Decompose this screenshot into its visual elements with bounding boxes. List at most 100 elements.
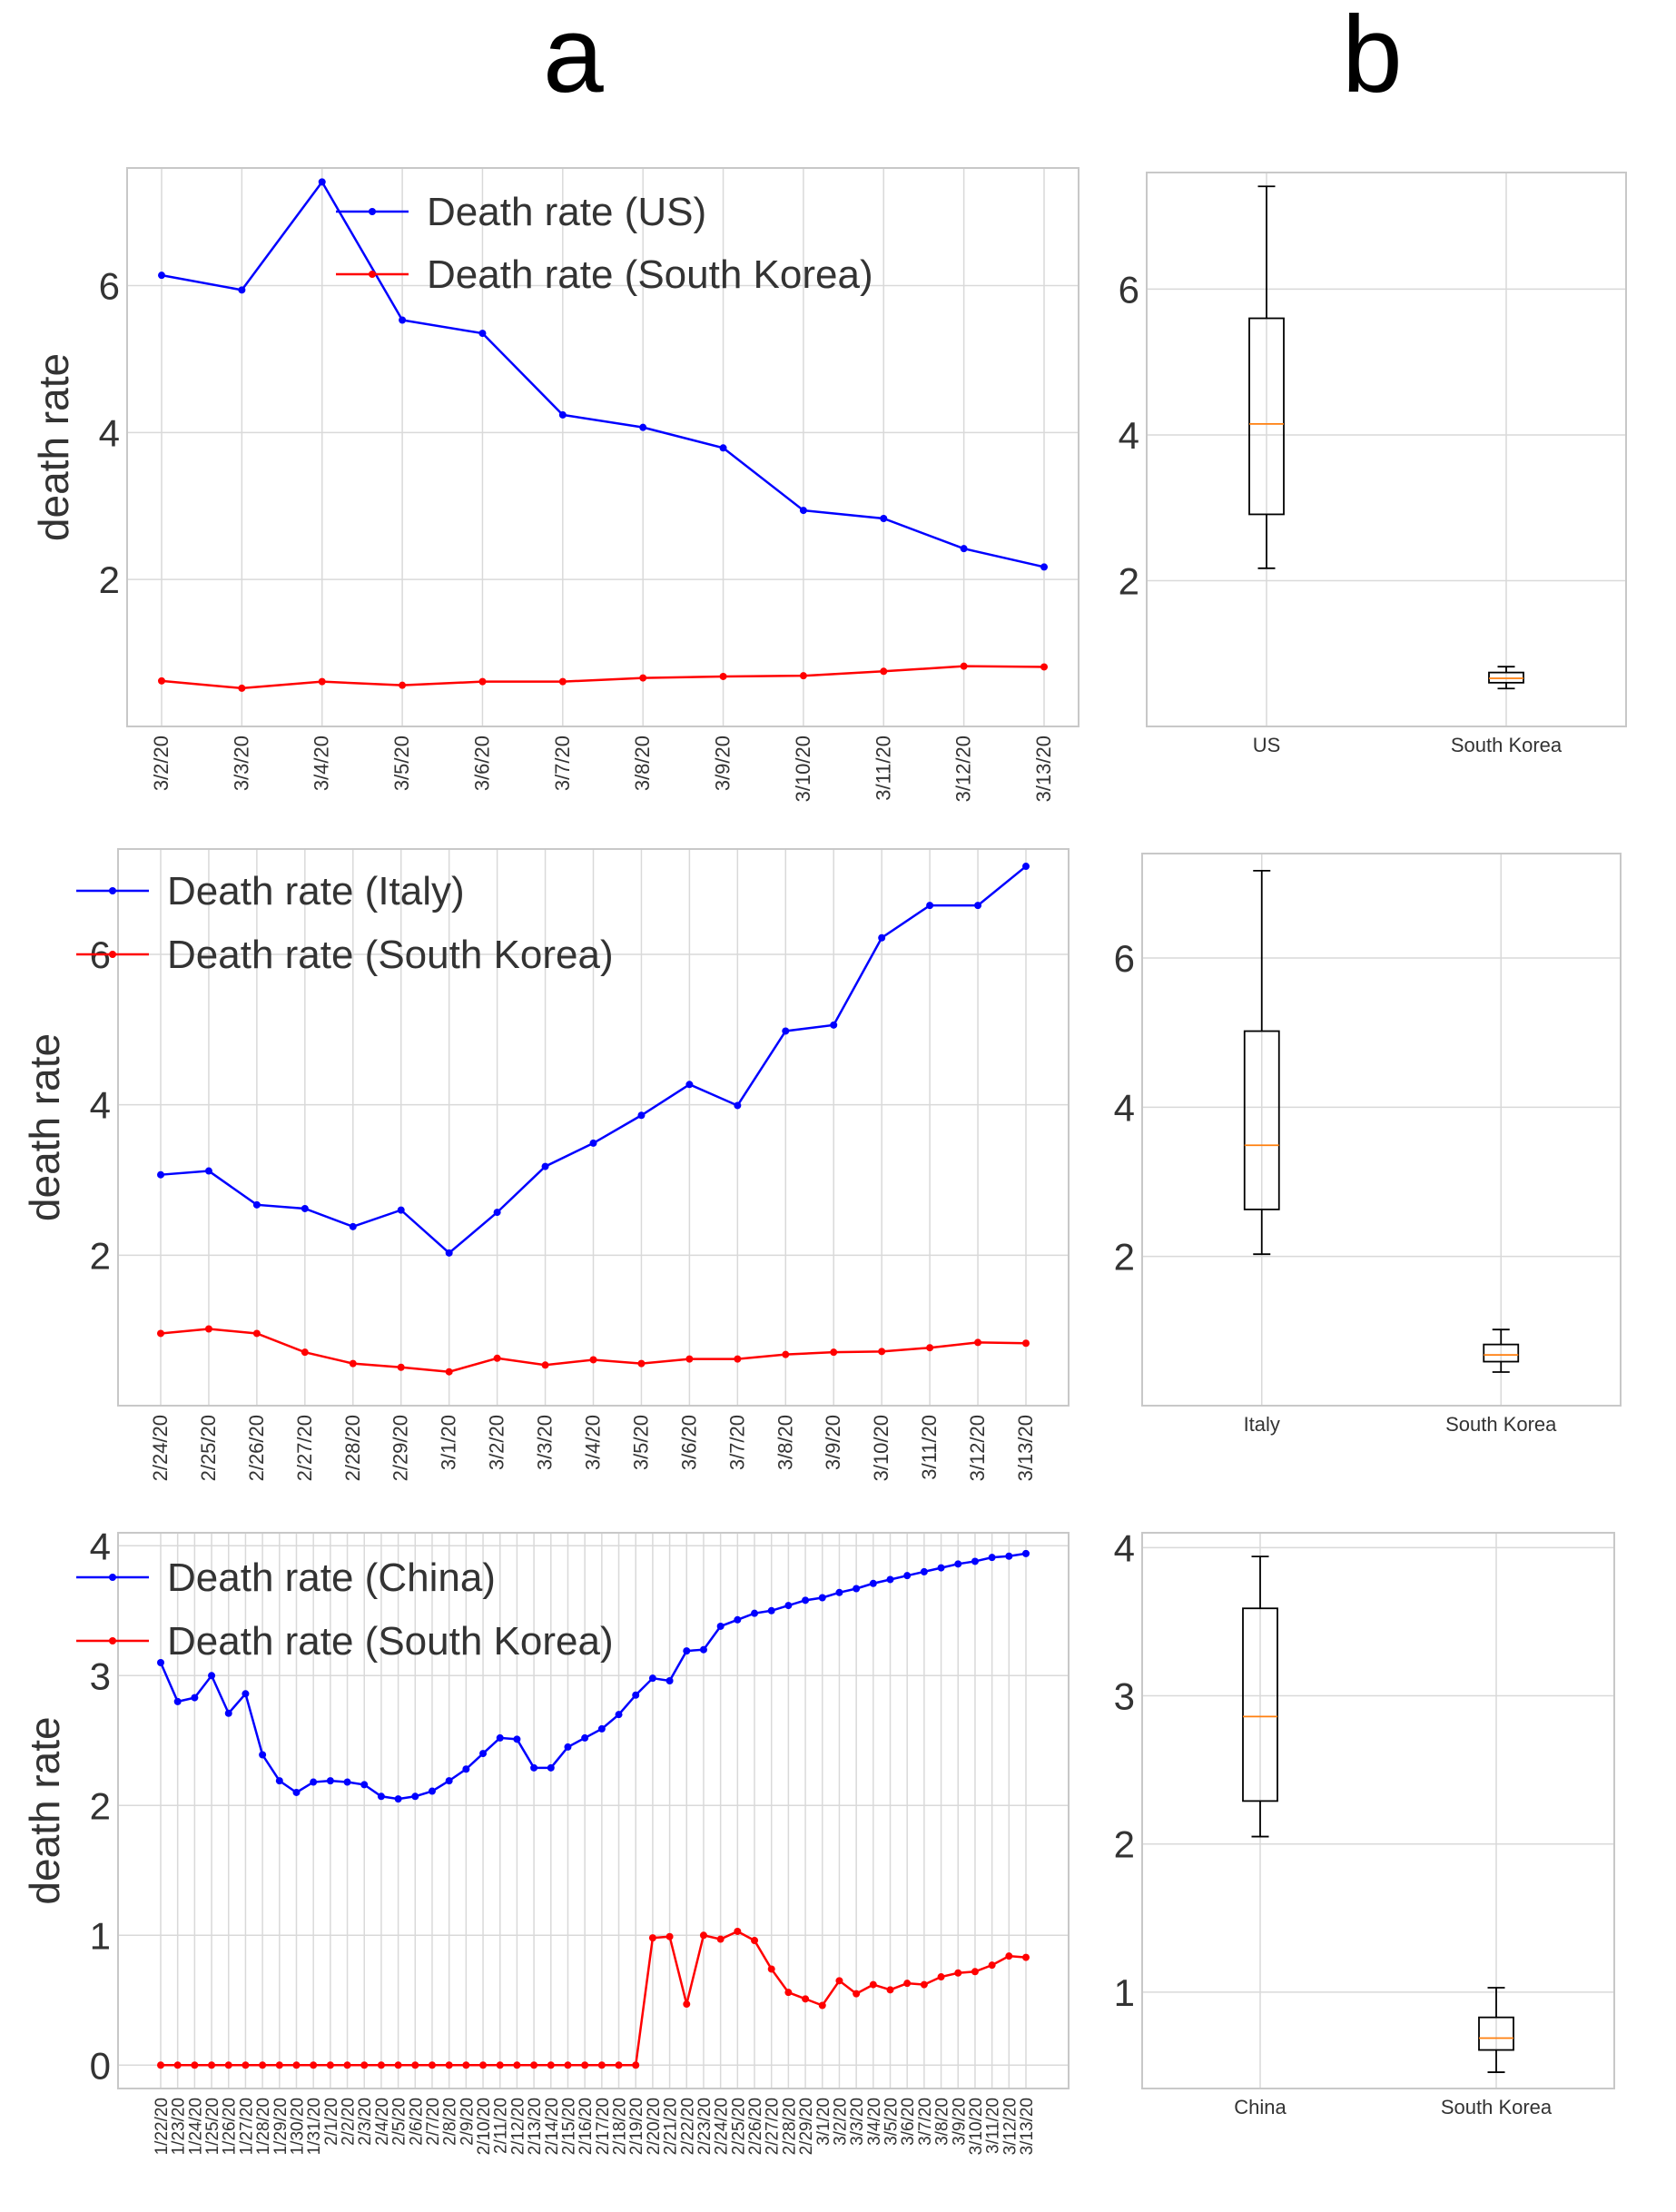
data-point bbox=[513, 1735, 521, 1743]
x-tick-label: South Korea bbox=[1445, 1413, 1557, 1436]
data-point bbox=[252, 1200, 261, 1209]
data-point bbox=[581, 2061, 589, 2069]
data-point bbox=[1005, 1552, 1013, 1560]
data-point bbox=[173, 2061, 182, 2069]
y-tick-label: 3 bbox=[90, 1654, 111, 1697]
data-point bbox=[343, 2061, 351, 2069]
data-point bbox=[394, 1795, 402, 1803]
data-point bbox=[530, 2061, 538, 2069]
chart-a1: 2 4 6 death rate 3/2/20 3/3/20 3/4/20 3/5/20 3/6… bbox=[30, 167, 1080, 802]
data-point bbox=[224, 1709, 232, 1717]
series-line bbox=[161, 1930, 1027, 2067]
x-tick-label: 2/10/20 bbox=[475, 2098, 494, 2155]
x-tick-label: 2/5/20 bbox=[390, 2098, 409, 2146]
data-point bbox=[292, 2061, 301, 2069]
data-point bbox=[394, 2061, 402, 2069]
x-tick-label: 2/27/20 bbox=[764, 2098, 783, 2155]
y-tick-label: 6 bbox=[1114, 937, 1135, 980]
x-tick-label: 2/6/20 bbox=[407, 2098, 426, 2146]
data-point bbox=[802, 1995, 810, 2003]
data-point bbox=[1040, 563, 1048, 571]
data-point bbox=[767, 1965, 775, 1973]
data-point bbox=[974, 902, 982, 910]
data-point bbox=[880, 514, 888, 522]
data-point bbox=[301, 1348, 309, 1357]
x-tick-label: 2/25/20 bbox=[197, 1415, 220, 1481]
data-point bbox=[869, 1579, 877, 1587]
x-tick-label: 3/12/20 bbox=[966, 1415, 989, 1481]
data-point bbox=[428, 2061, 436, 2069]
data-point bbox=[377, 2061, 385, 2069]
y-tick-label: 6 bbox=[99, 264, 120, 307]
x-tick-label: 2/15/20 bbox=[559, 2098, 578, 2155]
x-tick-label: 3/7/20 bbox=[551, 736, 574, 791]
x-tick-label: 2/26/20 bbox=[746, 2098, 765, 2155]
data-point bbox=[639, 423, 647, 431]
data-point bbox=[360, 1781, 369, 1789]
x-tick-label: 3/3/20 bbox=[848, 2098, 867, 2146]
data-point bbox=[637, 1359, 646, 1368]
data-point bbox=[541, 1162, 549, 1170]
data-point bbox=[479, 2061, 488, 2069]
data-point bbox=[954, 1560, 962, 1568]
x-tick-label: 2/20/20 bbox=[645, 2098, 664, 2155]
data-point bbox=[971, 1968, 979, 1976]
y-axis-label: death rate bbox=[21, 1716, 68, 1904]
x-tick-label: 2/13/20 bbox=[526, 2098, 545, 2155]
x-tick-label: Italy bbox=[1244, 1413, 1280, 1436]
data-point bbox=[767, 1606, 775, 1615]
data-point bbox=[685, 1355, 694, 1363]
data-point bbox=[238, 286, 246, 294]
data-point bbox=[784, 1989, 793, 1997]
data-point bbox=[960, 545, 968, 553]
x-tick-label: 3/5/20 bbox=[882, 2098, 902, 2146]
y-tick-label: 4 bbox=[90, 1525, 111, 1567]
data-point bbox=[558, 410, 567, 419]
chart-b2: 2 4 6 Italy South Korea bbox=[1114, 853, 1622, 1436]
x-tick-label: 3/12/20 bbox=[1001, 2098, 1020, 2155]
data-point bbox=[242, 2061, 250, 2069]
data-point bbox=[683, 2000, 691, 2009]
legend-marker bbox=[369, 271, 376, 278]
x-tick-label: 3/10/20 bbox=[870, 1415, 892, 1481]
data-point bbox=[343, 1778, 351, 1786]
data-point bbox=[513, 2061, 521, 2069]
data-point bbox=[1022, 1549, 1030, 1557]
data-point bbox=[411, 2061, 419, 2069]
data-point bbox=[564, 2061, 572, 2069]
data-point bbox=[1022, 1339, 1030, 1348]
data-point bbox=[782, 1350, 790, 1358]
x-tick-label: 3/4/20 bbox=[582, 1415, 605, 1470]
legend-label: Death rate (China) bbox=[167, 1555, 496, 1600]
legend-marker bbox=[109, 887, 116, 894]
data-point bbox=[869, 1980, 877, 1989]
legend-marker bbox=[109, 1574, 116, 1581]
data-point bbox=[547, 1763, 555, 1772]
series-line bbox=[159, 1552, 1027, 1801]
data-point bbox=[648, 1674, 656, 1683]
x-tick-label: 3/8/20 bbox=[631, 736, 654, 791]
x-tick-label: 3/8/20 bbox=[774, 1415, 796, 1470]
x-tick-label: 2/28/20 bbox=[341, 1415, 364, 1481]
x-tick-label: 3/11/20 bbox=[918, 1415, 941, 1480]
panel-label-a: a bbox=[543, 0, 604, 115]
data-point bbox=[751, 1609, 759, 1617]
data-point bbox=[920, 1980, 928, 1989]
data-point bbox=[988, 1961, 996, 1970]
data-point bbox=[397, 1363, 405, 1371]
data-point bbox=[326, 1777, 334, 1785]
x-tick-label: 3/7/20 bbox=[725, 1415, 748, 1470]
data-point bbox=[360, 2061, 369, 2069]
plot-frame bbox=[1141, 853, 1622, 1407]
x-tick-label: 3/10/20 bbox=[967, 2098, 986, 2155]
data-point bbox=[191, 1694, 199, 1702]
data-point bbox=[734, 1927, 742, 1935]
x-tick-label: China bbox=[1234, 2096, 1287, 2118]
data-point bbox=[411, 1792, 419, 1801]
data-point bbox=[926, 1344, 934, 1352]
data-point bbox=[301, 1204, 309, 1212]
data-point bbox=[853, 1585, 861, 1593]
x-tick-label: 2/9/20 bbox=[458, 2098, 477, 2146]
data-point bbox=[445, 1368, 453, 1376]
data-point bbox=[802, 1596, 810, 1605]
